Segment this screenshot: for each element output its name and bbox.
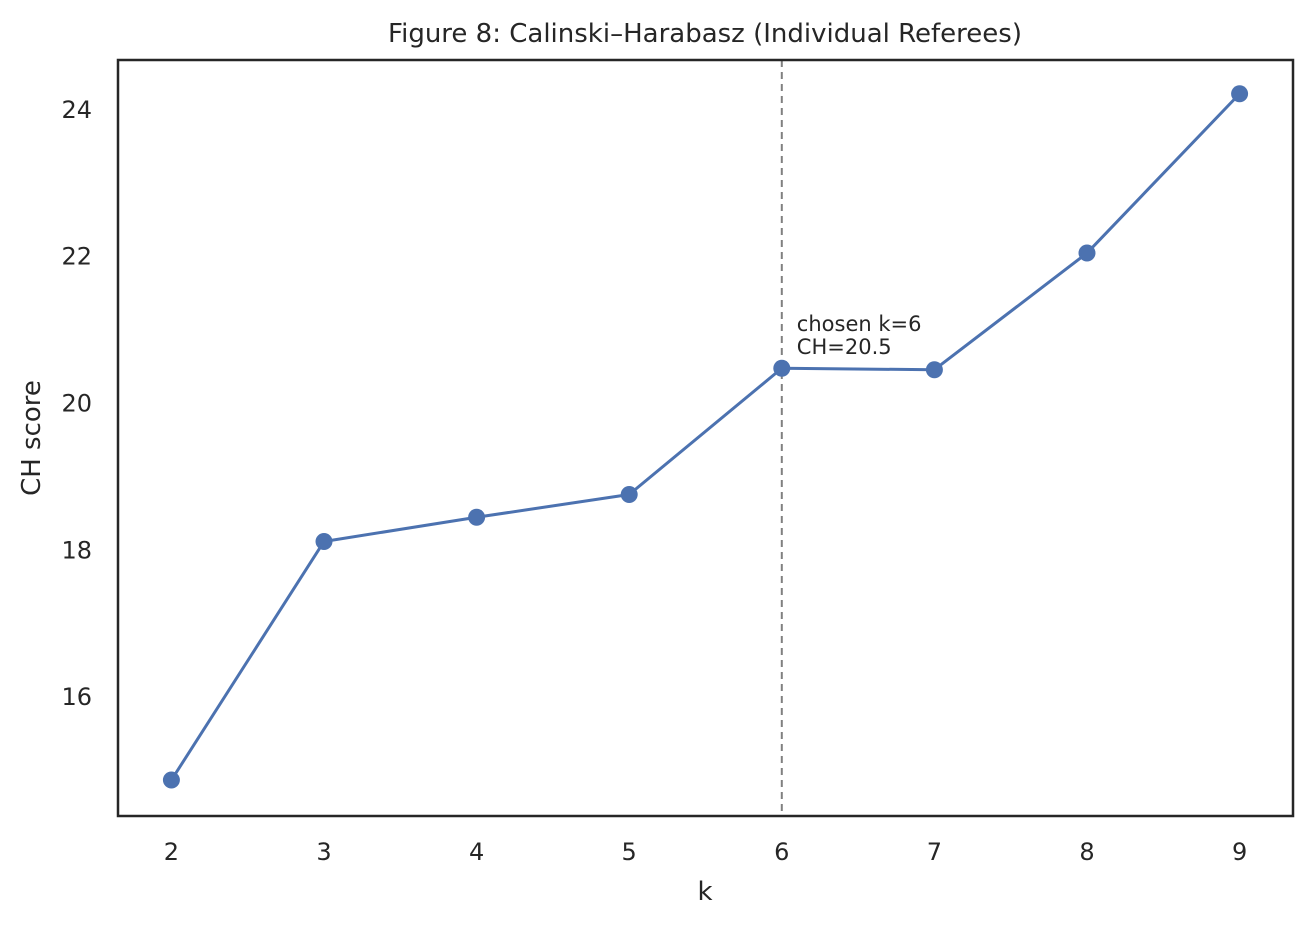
x-tick-label: 7: [927, 838, 942, 866]
x-tick-label: 6: [774, 838, 789, 866]
x-tick-label: 4: [469, 838, 484, 866]
y-tick-label: 22: [61, 243, 92, 271]
data-point: [620, 486, 638, 504]
x-tick-label: 5: [622, 838, 637, 866]
series-line: [170, 92, 1241, 781]
data-point: [1231, 85, 1249, 103]
x-tick-label: 8: [1079, 838, 1094, 866]
data-point: [315, 532, 333, 550]
y-tick-label: 24: [61, 96, 92, 124]
y-axis-label: CH score: [17, 380, 47, 496]
annotation-layer: chosen k=6CH=20.5: [797, 312, 922, 359]
x-tick-label: 3: [316, 838, 331, 866]
annotation-label: CH=20.5: [797, 335, 892, 359]
x-tick-label: 9: [1232, 838, 1247, 866]
chart-title: Figure 8: Calinski–Harabasz (Individual …: [388, 19, 1022, 49]
series-layer: [162, 85, 1249, 789]
data-point: [925, 361, 943, 379]
y-tick-label: 18: [61, 536, 92, 564]
data-point: [468, 508, 486, 526]
data-point: [773, 359, 791, 377]
data-point: [162, 771, 180, 789]
tick-layer: 2 3 4 5 6 7 8 9 16 18 20 22 24: [61, 96, 1247, 866]
axes-frame: [116, 58, 1295, 818]
y-tick-label: 16: [61, 683, 92, 711]
x-axis-label: k: [697, 877, 712, 907]
annotation-label: chosen k=6: [797, 312, 922, 336]
data-point: [1078, 244, 1096, 262]
x-tick-label: 2: [164, 838, 179, 866]
y-tick-label: 20: [61, 390, 92, 418]
